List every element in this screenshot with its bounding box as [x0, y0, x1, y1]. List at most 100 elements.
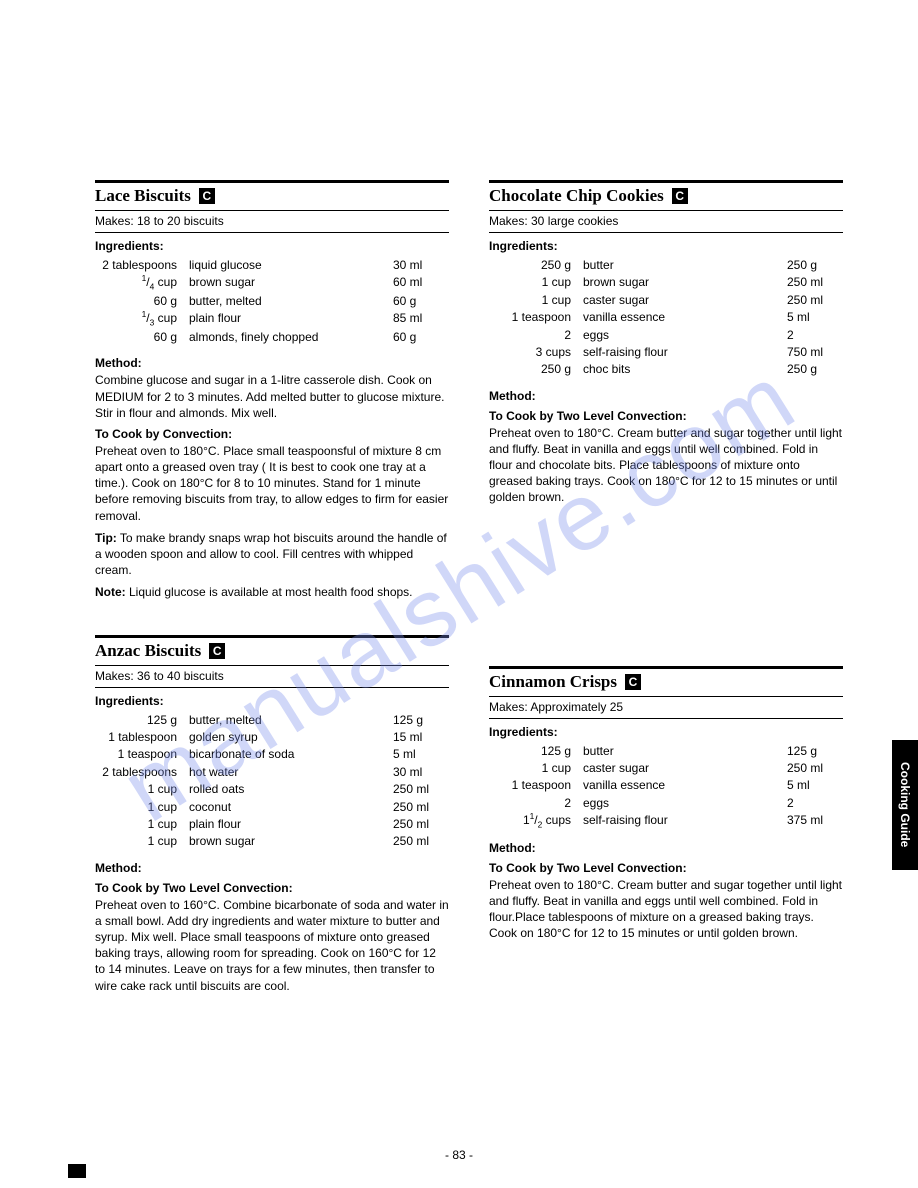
ing-name: brown sugar [583, 274, 787, 291]
ing-qty: 1 teaspoon [489, 309, 583, 326]
ing-qty: 1 cup [489, 760, 583, 777]
ing-metric: 60 ml [393, 274, 449, 293]
ing-metric: 125 g [787, 743, 843, 760]
ing-qty: 11/2 cups [489, 812, 583, 831]
ing-row: 1 cupplain flour250 ml [95, 816, 449, 833]
recipe-cinnamon: Cinnamon Crisps C Makes: Approximately 2… [489, 666, 843, 942]
makes-text: Makes: 36 to 40 biscuits [95, 666, 449, 688]
right-column: Chocolate Chip Cookies C Makes: 30 large… [489, 180, 843, 1028]
ing-metric: 2 [787, 327, 843, 344]
recipe-anzac: Anzac Biscuits C Makes: 36 to 40 biscuit… [95, 635, 449, 994]
note-body: Liquid glucose is available at most heal… [126, 585, 413, 599]
ing-row: 1 cupcaster sugar250 ml [489, 760, 843, 777]
ing-metric: 30 ml [393, 764, 449, 781]
ing-metric: 15 ml [393, 729, 449, 746]
ing-name: caster sugar [583, 292, 787, 309]
ing-qty: 1 cup [489, 292, 583, 309]
ing-qty: 1 teaspoon [489, 777, 583, 794]
ingredients-label: Ingredients: [95, 694, 449, 708]
ing-metric: 60 g [393, 329, 449, 346]
ing-qty: 1 teaspoon [95, 746, 189, 763]
ingredients-table: 250 gbutter250 g 1 cupbrown sugar250 ml … [489, 257, 843, 379]
corner-mark [68, 1164, 86, 1178]
ing-name: plain flour [189, 816, 393, 833]
title-text: Lace Biscuits [95, 186, 191, 206]
ing-metric: 250 ml [393, 833, 449, 850]
ing-qty: 1 cup [95, 781, 189, 798]
ing-row: 1 cupcaster sugar250 ml [489, 292, 843, 309]
ing-row: 2eggs2 [489, 795, 843, 812]
content-columns: Lace Biscuits C Makes: 18 to 20 biscuits… [95, 180, 843, 1028]
ing-metric: 250 ml [787, 274, 843, 291]
ing-name: eggs [583, 327, 787, 344]
ing-metric: 750 ml [787, 344, 843, 361]
ing-row: 11/2 cupsself-raising flour375 ml [489, 812, 843, 831]
method-subheading: To Cook by Two Level Convection: [489, 409, 843, 423]
ing-name: vanilla essence [583, 777, 787, 794]
ing-row: 125 gbutter, melted125 g [95, 712, 449, 729]
ing-name: plain flour [189, 310, 393, 329]
title-text: Chocolate Chip Cookies [489, 186, 664, 206]
method-subheading: To Cook by Convection: [95, 427, 449, 441]
ing-row: 1/4 cupbrown sugar60 ml [95, 274, 449, 293]
convection-badge: C [209, 643, 225, 659]
note-text: Note: Liquid glucose is available at mos… [95, 584, 449, 600]
ing-qty: 125 g [95, 712, 189, 729]
ing-row: 1 teaspoonvanilla essence5 ml [489, 777, 843, 794]
ingredients-table: 125 gbutter, melted125 g 1 tablespoongol… [95, 712, 449, 851]
ing-metric: 5 ml [787, 309, 843, 326]
ing-row: 250 gchoc bits250 g [489, 361, 843, 378]
left-column: Lace Biscuits C Makes: 18 to 20 biscuits… [95, 180, 449, 1028]
convection-badge: C [199, 188, 215, 204]
side-tab: Cooking Guide [892, 740, 918, 870]
recipe-title: Lace Biscuits C [95, 180, 449, 211]
ingredients-table: 2 tablespoonsliquid glucose30 ml 1/4 cup… [95, 257, 449, 346]
ing-row: 2 tablespoonsliquid glucose30 ml [95, 257, 449, 274]
ing-qty: 60 g [95, 329, 189, 346]
ing-name: almonds, finely chopped [189, 329, 393, 346]
ing-qty: 1/3 cup [95, 310, 189, 329]
ing-name: butter, melted [189, 293, 393, 310]
ing-name: liquid glucose [189, 257, 393, 274]
makes-text: Makes: Approximately 25 [489, 697, 843, 719]
ing-metric: 2 [787, 795, 843, 812]
ing-row: 60 galmonds, finely chopped60 g [95, 329, 449, 346]
ing-row: 1 tablespoongolden syrup15 ml [95, 729, 449, 746]
tip-body: To make brandy snaps wrap hot biscuits a… [95, 531, 447, 577]
ing-name: brown sugar [189, 274, 393, 293]
ing-metric: 250 ml [393, 781, 449, 798]
method-text: Preheat oven to 180°C. Cream butter and … [489, 877, 843, 942]
ing-qty: 1 tablespoon [95, 729, 189, 746]
ingredients-label: Ingredients: [489, 239, 843, 253]
ingredients-table: 125 gbutter125 g 1 cupcaster sugar250 ml… [489, 743, 843, 831]
ing-qty: 2 tablespoons [95, 764, 189, 781]
ing-row: 1 cupbrown sugar250 ml [95, 833, 449, 850]
ingredients-label: Ingredients: [95, 239, 449, 253]
ing-qty: 250 g [489, 257, 583, 274]
ing-metric: 250 g [787, 361, 843, 378]
ing-name: eggs [583, 795, 787, 812]
ing-metric: 250 g [787, 257, 843, 274]
ing-qty: 3 cups [489, 344, 583, 361]
ing-name: hot water [189, 764, 393, 781]
recipe-title: Cinnamon Crisps C [489, 666, 843, 697]
ing-name: butter, melted [189, 712, 393, 729]
makes-text: Makes: 30 large cookies [489, 211, 843, 233]
ing-row: 1 cuprolled oats250 ml [95, 781, 449, 798]
ing-name: bicarbonate of soda [189, 746, 393, 763]
ing-metric: 250 ml [787, 760, 843, 777]
ing-name: brown sugar [189, 833, 393, 850]
recipe-lace: Lace Biscuits C Makes: 18 to 20 biscuits… [95, 180, 449, 601]
ing-metric: 250 ml [393, 816, 449, 833]
ing-row: 125 gbutter125 g [489, 743, 843, 760]
ing-row: 250 gbutter250 g [489, 257, 843, 274]
ing-metric: 30 ml [393, 257, 449, 274]
ing-qty: 1/4 cup [95, 274, 189, 293]
ing-name: choc bits [583, 361, 787, 378]
ing-qty: 1 cup [95, 833, 189, 850]
ing-qty: 1 cup [489, 274, 583, 291]
ing-qty: 2 [489, 795, 583, 812]
ing-name: coconut [189, 799, 393, 816]
ing-row: 1 cupcoconut250 ml [95, 799, 449, 816]
method-text: Combine glucose and sugar in a 1-litre c… [95, 372, 449, 421]
